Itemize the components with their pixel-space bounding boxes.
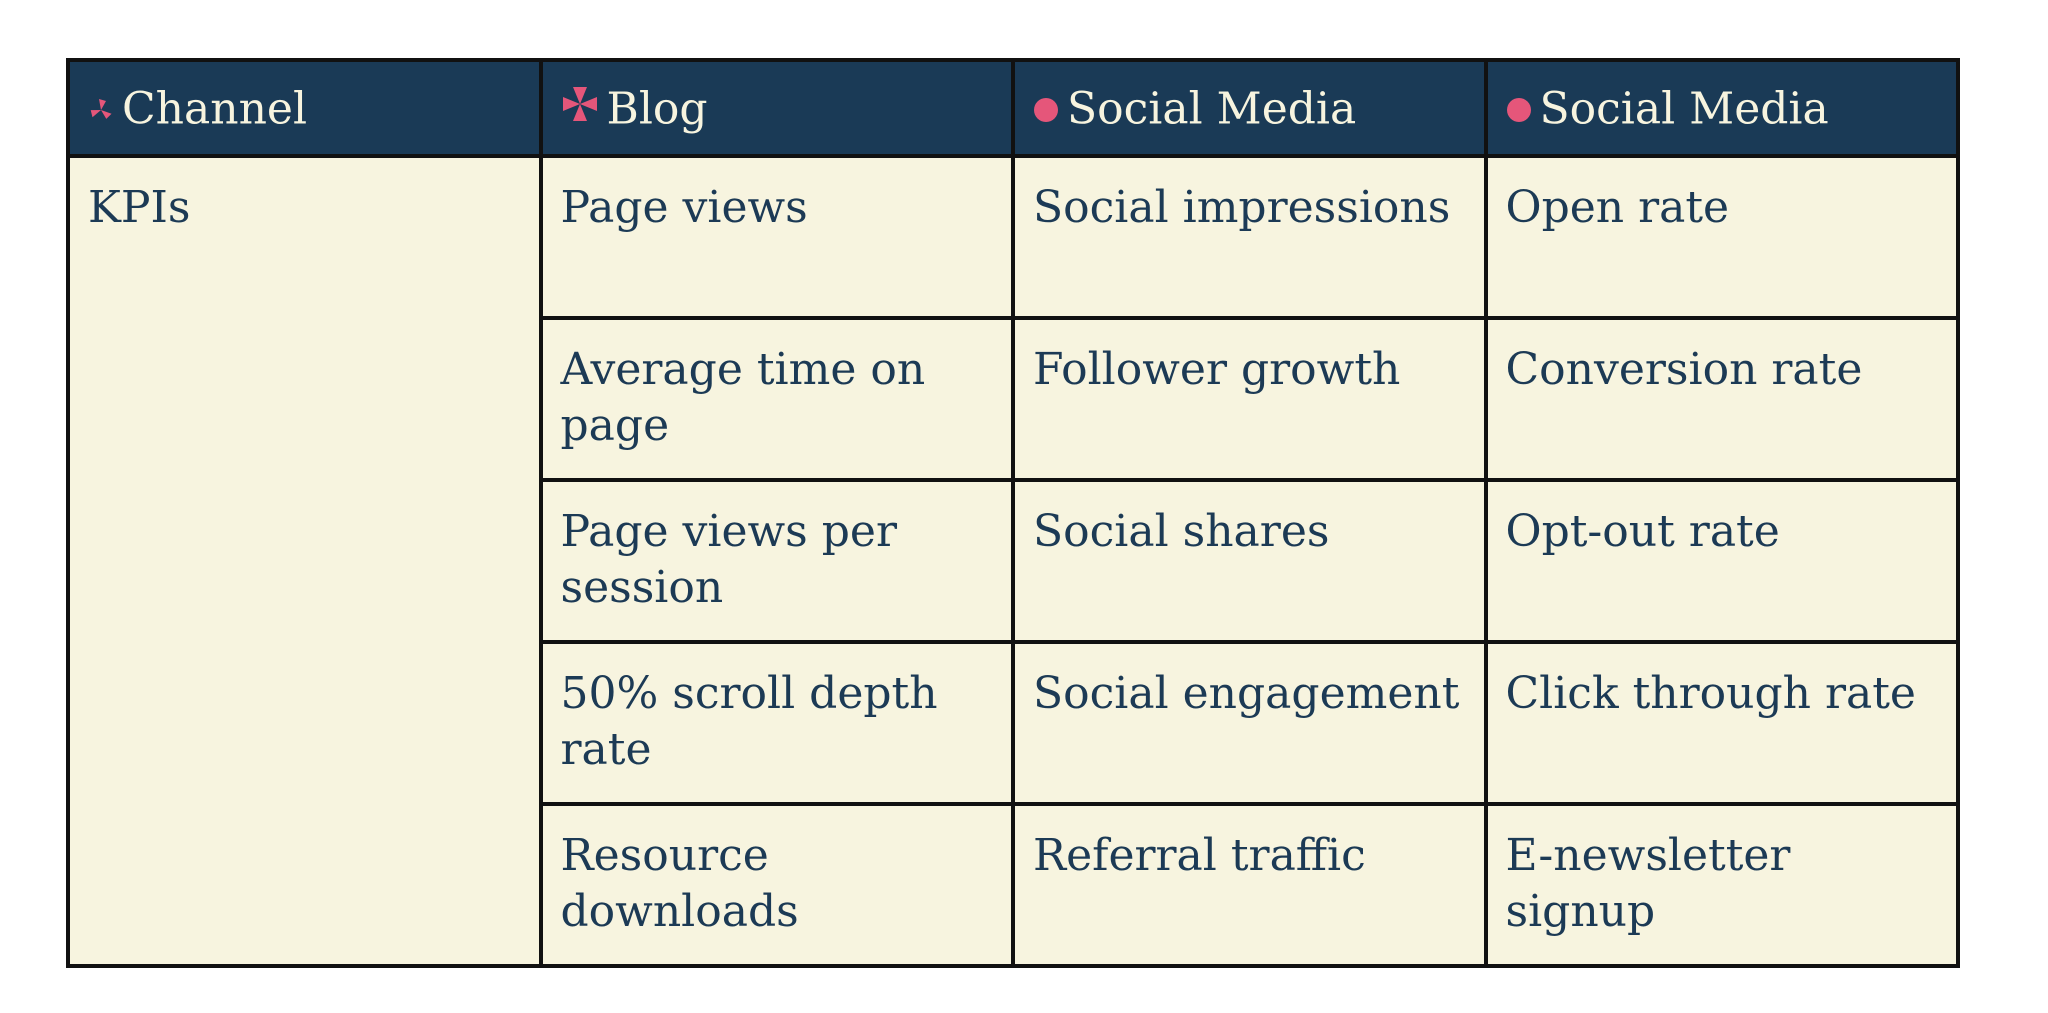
header-social-media-1: Social Media [1011,58,1488,158]
table-cell: E-newsletter signup [1483,802,1960,968]
table-row: 50% scroll depth rate Social engagement … [68,640,1960,806]
table-cell: Page views [538,154,1015,320]
table-cell: Referral traffic [1011,802,1488,968]
pinwheel-icon [88,83,114,135]
table-row: Average time on page Follower growth Con… [68,316,1960,482]
header-label-social-media-1: Social Media [1067,83,1357,135]
row-label-kpis: KPIs [66,154,543,968]
table-row: Page views per session Social shares Opt… [68,478,1960,644]
table-cell: Follower growth [1011,316,1488,482]
table-cell: Social impressions [1011,154,1488,320]
dot-icon [1033,83,1059,135]
table-cell: Average time on page [538,316,1015,482]
cross-icon [561,83,599,135]
header-label-channel: Channel [122,83,308,135]
header-channel: Channel [66,58,543,158]
table-cell: Click through rate [1483,640,1960,806]
header-row: Channel Blog [66,58,1960,158]
table-cell: 50% scroll depth rate [538,640,1015,806]
table-cell: Open rate [1483,154,1960,320]
header-social-media-2: Social Media [1483,58,1960,158]
header-label-blog: Blog [606,83,708,135]
dot-icon [1506,83,1532,135]
table-cell: Social engagement [1011,640,1488,806]
table-row: Resource downloads Referral traffic E-ne… [68,802,1960,968]
header-blog: Blog [538,58,1015,158]
table-cell: Resource downloads [538,802,1015,968]
table-cell: Page views per session [538,478,1015,644]
table-cell: Opt-out rate [1483,478,1960,644]
header-label-social-media-2: Social Media [1539,83,1829,135]
table-row: KPIs Page views Social impressions Open … [66,154,1960,968]
table-cell: Social shares [1011,478,1488,644]
kpi-table: Channel Blog [66,58,1960,968]
table-cell: Conversion rate [1483,316,1960,482]
